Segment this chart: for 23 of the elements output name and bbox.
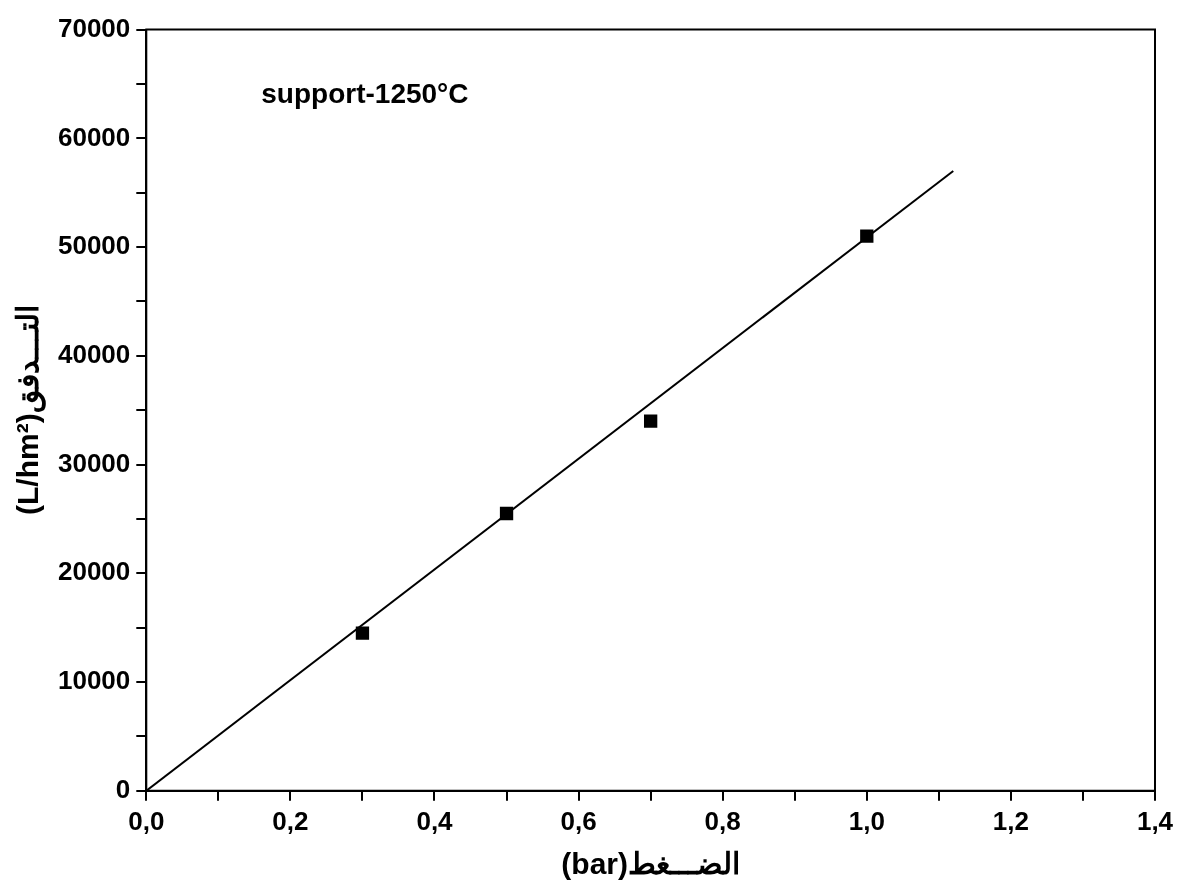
- y-tick-label: 10000: [57, 665, 131, 696]
- point: [860, 229, 874, 243]
- annotation: support-1250°C: [261, 78, 469, 110]
- y-tick-label: 20000: [57, 556, 131, 587]
- y-tick-label: 30000: [57, 447, 131, 478]
- x-tick-label: 0,0: [128, 805, 165, 836]
- x-tick-label: 0,2: [272, 805, 309, 836]
- x-tick-label: 1,4: [1136, 805, 1174, 836]
- y-tick-label: 40000: [57, 339, 131, 369]
- y-axis-title: (L/hm²)التـــدفق: [11, 305, 47, 516]
- y-tick-label: 0: [115, 773, 131, 804]
- x-tick-label: 0,4: [416, 805, 454, 836]
- y-tick-label: 70000: [57, 12, 131, 43]
- point: [643, 414, 658, 428]
- y-tick-label: 60000: [57, 121, 131, 152]
- x-axis-title: (bar)الضـــغط: [561, 847, 740, 881]
- y-tick-label: 50000: [57, 230, 131, 261]
- point: [499, 506, 514, 521]
- x-tick-label: 0,6: [560, 805, 597, 836]
- x-tick-label: 1,2: [992, 805, 1029, 836]
- point: [355, 626, 370, 640]
- x-tick-label: 1,0: [848, 805, 885, 836]
- x-tick-label: 0,8: [704, 805, 741, 836]
